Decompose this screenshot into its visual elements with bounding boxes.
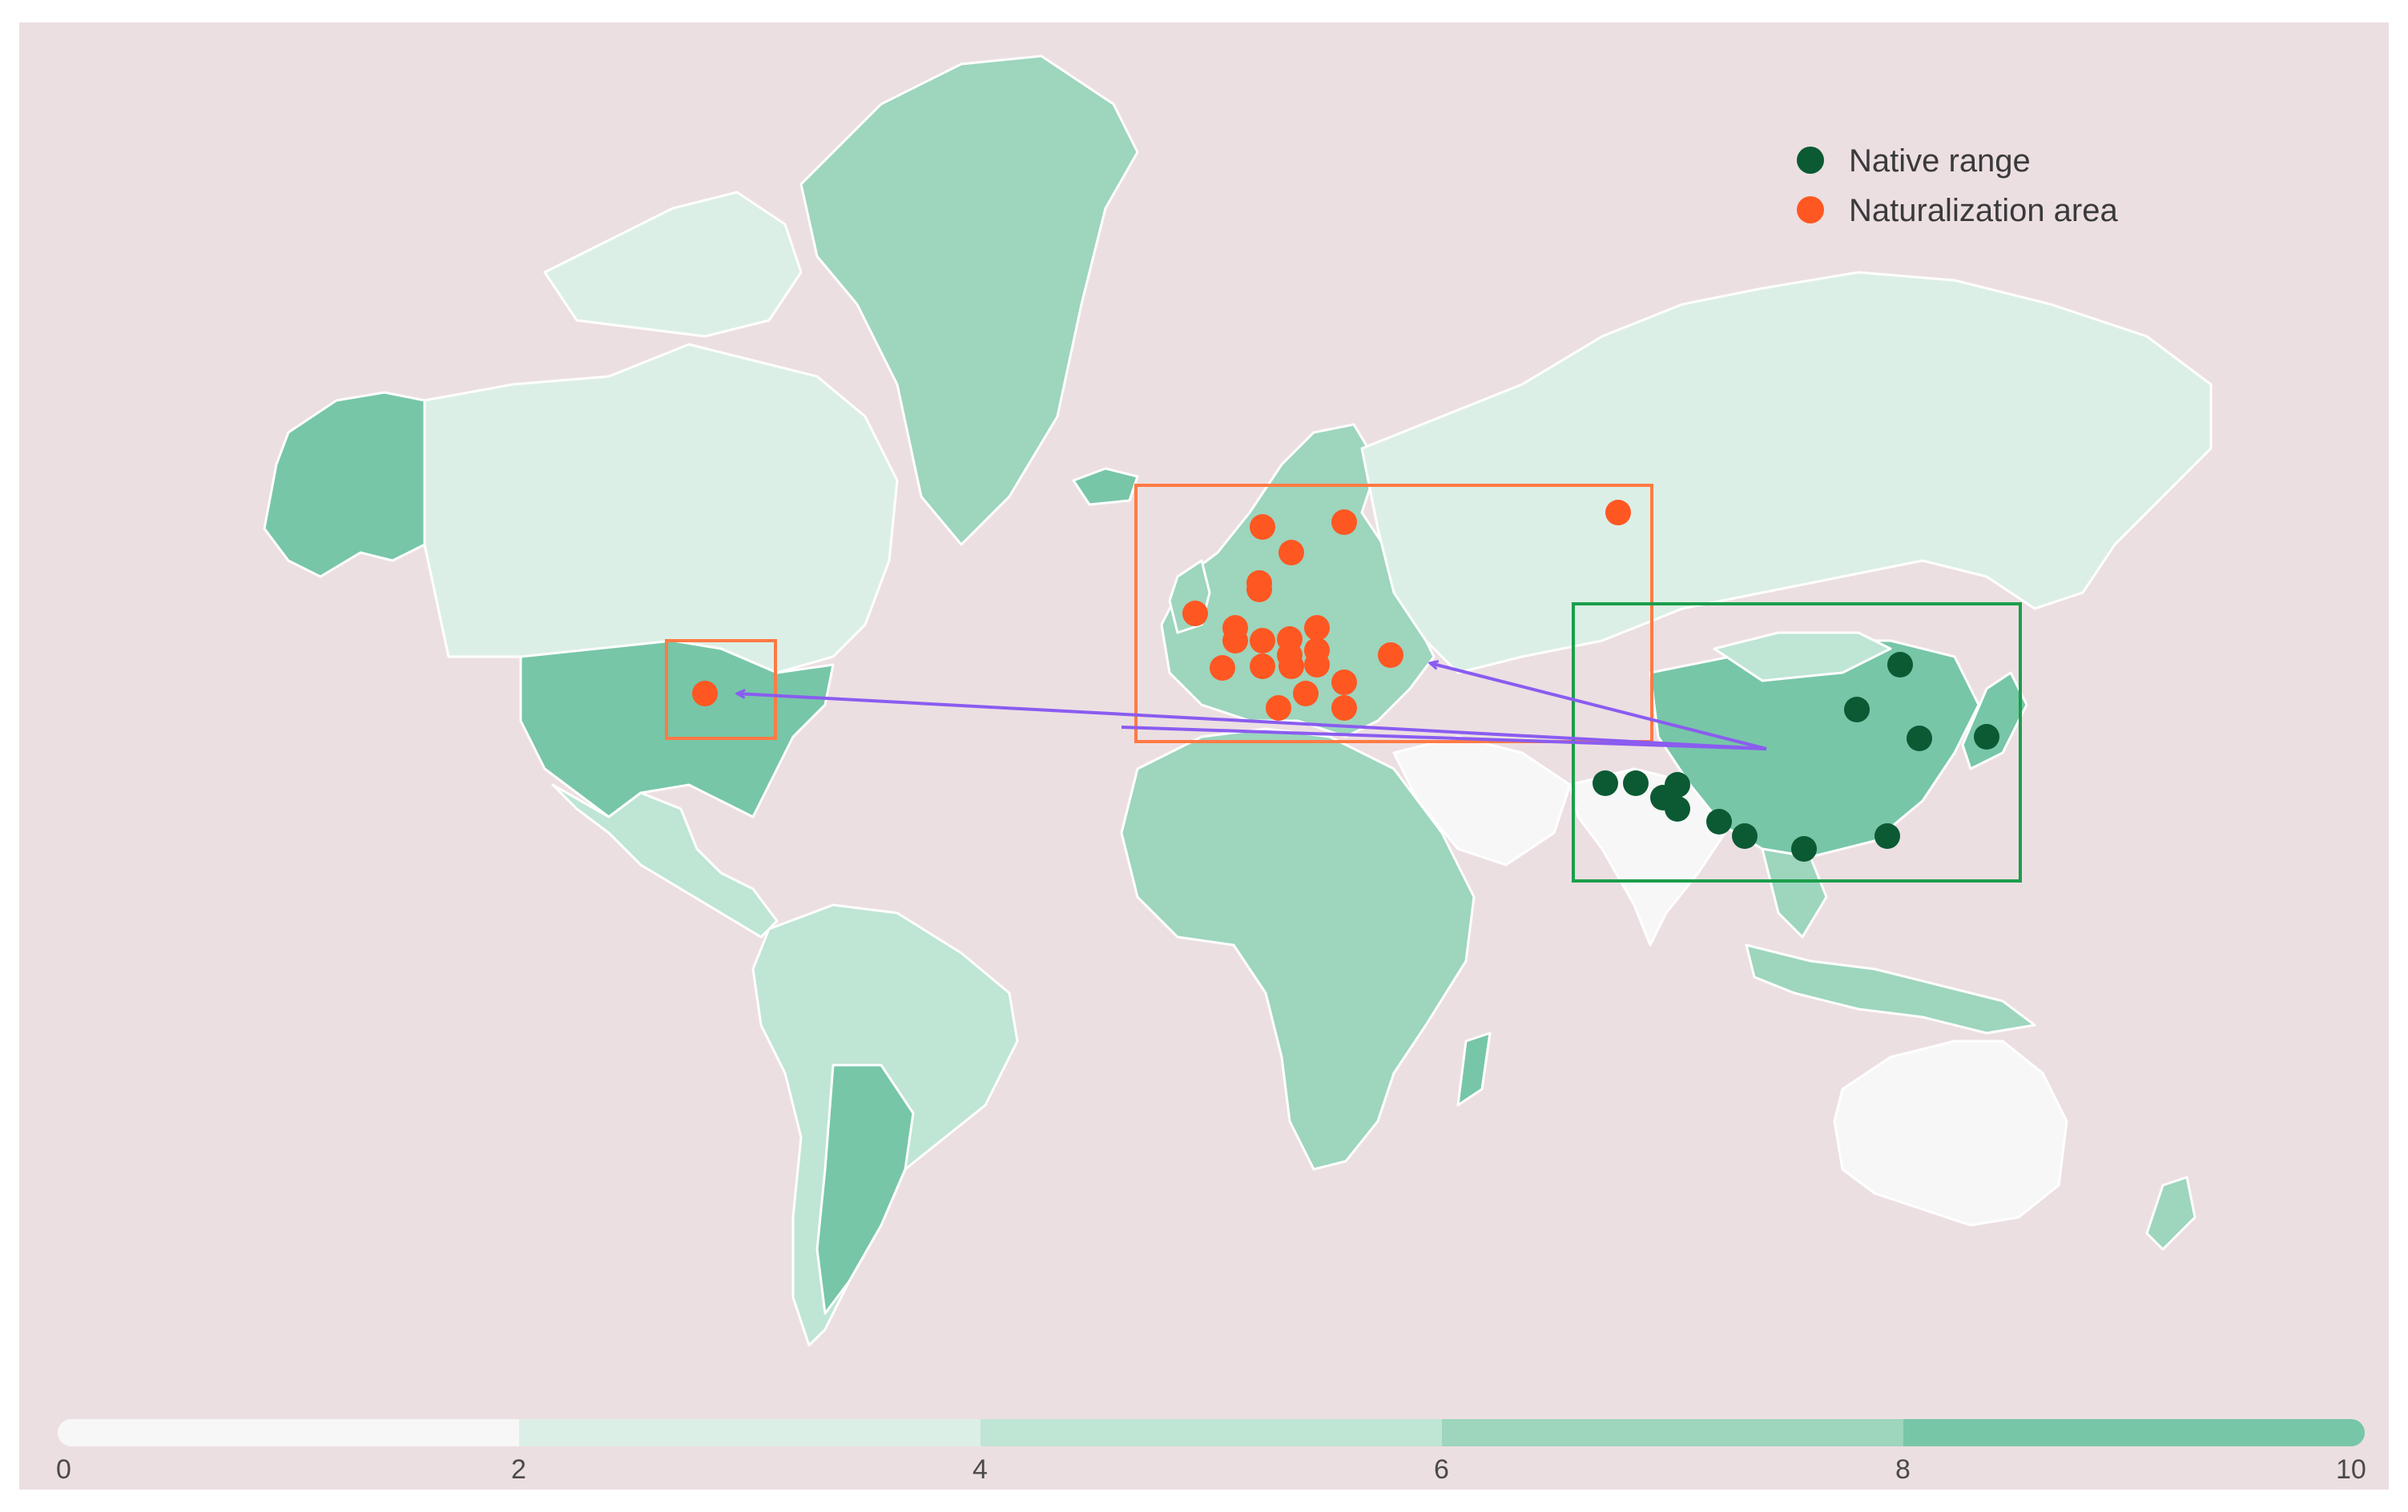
native-point[interactable] — [1874, 823, 1900, 849]
scale-segment-0-2-fill — [80, 1419, 519, 1446]
naturalization-point[interactable] — [1250, 514, 1275, 540]
scale-segment-2-4 — [519, 1419, 981, 1446]
native-point[interactable] — [1706, 809, 1732, 834]
land-greenland[interactable] — [799, 54, 1139, 546]
land-africa[interactable] — [1120, 727, 1476, 1171]
scale-segment-8-10-fill — [1903, 1419, 2342, 1446]
land-indonesia[interactable] — [1745, 943, 2036, 1035]
scale-segment-4-6 — [981, 1419, 1442, 1446]
land-japan[interactable] — [1961, 671, 2028, 770]
native-point[interactable] — [1887, 652, 1913, 678]
native-point[interactable] — [1623, 770, 1649, 796]
naturalization-box-europe — [1134, 484, 1653, 743]
land-australia[interactable] — [1833, 1040, 2068, 1227]
land-russia[interactable] — [1360, 271, 2213, 674]
naturalization-box-north-america — [665, 639, 777, 740]
color-scale: 0 2 4 6 8 10 — [56, 1419, 2366, 1485]
native-point[interactable] — [1791, 836, 1817, 862]
naturalization-point[interactable] — [1182, 601, 1208, 626]
legend-native-label: Native range — [1849, 143, 2031, 179]
land-argentina[interactable] — [815, 1064, 915, 1315]
land-mexico[interactable] — [551, 783, 779, 939]
naturalization-point[interactable] — [1222, 628, 1248, 653]
native-point[interactable] — [1665, 796, 1690, 822]
native-point[interactable] — [1844, 697, 1870, 722]
land-southeast-asia[interactable] — [1761, 847, 1828, 939]
naturalization-point[interactable] — [1278, 653, 1304, 679]
naturalization-point[interactable] — [1331, 509, 1357, 535]
legend: Native range Naturalization area — [1797, 143, 2118, 228]
naturalization-point[interactable] — [1304, 615, 1330, 641]
land-arctic-islands[interactable] — [543, 191, 803, 338]
naturalization-point[interactable] — [1246, 577, 1272, 602]
scale-tick-6: 6 — [1434, 1454, 1449, 1485]
naturalization-point[interactable] — [1331, 695, 1357, 721]
native-point[interactable] — [1593, 770, 1618, 796]
legend-native-swatch — [1797, 147, 1824, 174]
native-point[interactable] — [1665, 772, 1690, 798]
native-point[interactable] — [1907, 726, 1932, 751]
arrow-to-europe — [1430, 663, 1767, 750]
legend-naturalization-label: Naturalization area — [1849, 193, 2118, 228]
legend-naturalization-swatch — [1797, 196, 1824, 223]
arrow-from-europe — [1121, 726, 1767, 750]
native-point[interactable] — [1732, 823, 1758, 849]
naturalization-point[interactable] — [1331, 670, 1357, 695]
land-madagascar[interactable] — [1456, 1031, 1492, 1107]
naturalization-point[interactable] — [1293, 681, 1319, 706]
naturalization-point[interactable] — [1250, 628, 1275, 653]
naturalization-point[interactable] — [692, 681, 718, 706]
landmasses — [263, 54, 2213, 1347]
native-points — [1593, 652, 1999, 862]
naturalization-point[interactable] — [1266, 695, 1291, 721]
scale-tick-2: 2 — [511, 1454, 526, 1485]
land-mongolia[interactable] — [1713, 631, 1892, 682]
naturalization-point[interactable] — [1250, 653, 1275, 679]
scale-tick-0: 0 — [56, 1454, 71, 1485]
arrow-to-north-america — [737, 694, 1767, 750]
scale-segment-6-8 — [1442, 1419, 1903, 1446]
naturalization-points — [692, 500, 1631, 721]
world-map[interactable]: Native range Naturalization area 0 2 4 6… — [19, 22, 2389, 1490]
native-point[interactable] — [1974, 724, 1999, 750]
naturalization-point[interactable] — [1304, 652, 1330, 678]
naturalization-point[interactable] — [1378, 642, 1403, 668]
scale-tick-10: 10 — [2336, 1454, 2366, 1485]
land-alaska[interactable] — [263, 391, 426, 578]
scale-tick-8: 8 — [1895, 1454, 1911, 1485]
naturalization-point[interactable] — [1278, 540, 1304, 565]
land-canada[interactable] — [423, 343, 899, 674]
naturalization-point[interactable] — [1605, 500, 1631, 525]
land-new-zealand[interactable] — [2145, 1176, 2197, 1251]
map-frame: Native range Naturalization area 0 2 4 6… — [19, 22, 2389, 1490]
land-usa[interactable] — [519, 639, 835, 818]
scale-tick-4: 4 — [972, 1454, 988, 1485]
land-iceland[interactable] — [1072, 467, 1139, 506]
naturalization-point[interactable] — [1210, 655, 1235, 681]
